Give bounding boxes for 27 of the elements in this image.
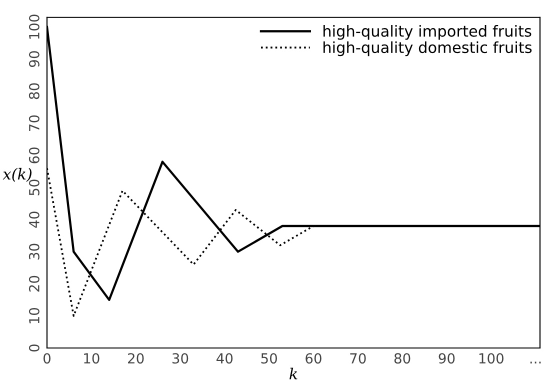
x-axis-title: k	[290, 368, 298, 380]
x-tick-label: 10	[84, 353, 100, 364]
y-tick-label: 30	[28, 244, 40, 260]
x-tick-label: ...	[530, 362, 541, 364]
y-tick-label: 0	[28, 344, 40, 352]
y-tick-label: 80	[28, 83, 40, 100]
x-tick-label: 80	[394, 353, 410, 364]
x-tick-label: 20	[128, 353, 144, 364]
x-tick-label: 0	[43, 353, 50, 364]
x-tick-label: 40	[216, 353, 233, 364]
legend-label: high-quality imported fruits	[323, 25, 532, 40]
x-tick-label: 100	[479, 353, 504, 364]
y-tick-label: 70	[28, 115, 40, 131]
y-tick-label: 20	[28, 276, 40, 292]
x-tick-label: 60	[306, 353, 322, 364]
y-tick-label: 10	[28, 308, 40, 324]
y-tick-label: 60	[28, 147, 40, 164]
y-axis-title: x(k)	[2, 168, 32, 182]
x-tick-label: 70	[350, 353, 366, 364]
y-tick-label: 100	[28, 14, 40, 39]
x-tick-label: 90	[438, 353, 455, 364]
x-tick-label: 30	[172, 353, 188, 364]
y-tick-label: 50	[28, 180, 40, 196]
x-tick-label: 50	[261, 353, 277, 364]
y-tick-label: 40	[28, 212, 40, 228]
y-tick-label: 90	[28, 51, 40, 68]
legend-label: high-quality domestic fruits	[323, 41, 532, 56]
